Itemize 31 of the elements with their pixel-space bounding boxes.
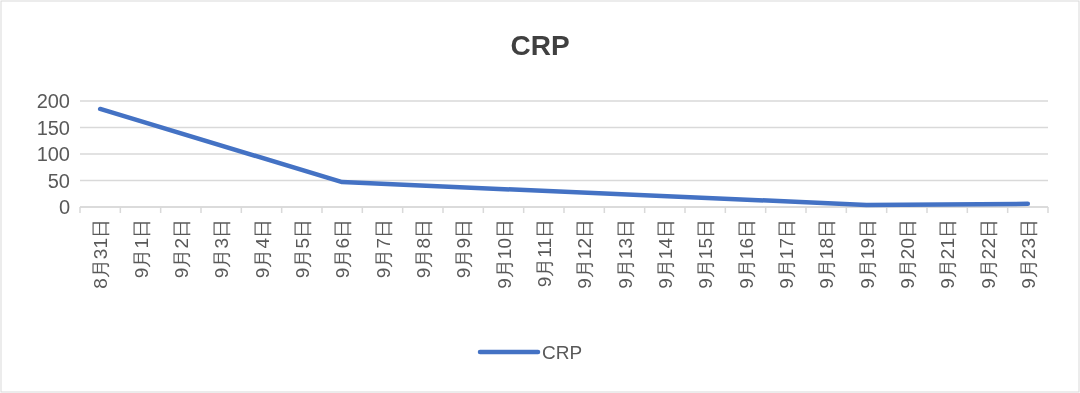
x-tick-label: 9月5日 bbox=[291, 219, 313, 279]
x-tick-label: 9月1日 bbox=[130, 219, 152, 279]
legend-label: CRP bbox=[542, 342, 583, 363]
x-tick-label: 8月31日 bbox=[90, 219, 112, 289]
x-tick-label: 9月17日 bbox=[775, 219, 797, 289]
x-tick-label: 9月13日 bbox=[614, 219, 636, 289]
x-tick-label: 9月18日 bbox=[816, 219, 838, 289]
x-tick-label: 9月16日 bbox=[735, 219, 757, 289]
y-tick-label: 150 bbox=[36, 116, 70, 139]
x-tick-label: 9月19日 bbox=[856, 219, 878, 289]
y-tick-label: 0 bbox=[58, 196, 70, 218]
y-tick-label: 100 bbox=[36, 143, 70, 165]
x-tick-label: 9月3日 bbox=[211, 219, 233, 279]
x-tick-label: 9月6日 bbox=[332, 219, 354, 279]
x-tick-label: 9月15日 bbox=[695, 219, 717, 289]
x-tick-label: 9月20日 bbox=[896, 219, 918, 289]
x-tick-label: 9月7日 bbox=[372, 219, 394, 279]
x-tick-label: 9月21日 bbox=[937, 219, 959, 289]
x-tick-label: 9月12日 bbox=[574, 219, 596, 289]
y-tick-label: 50 bbox=[47, 169, 70, 192]
x-tick-label: 9月4日 bbox=[251, 219, 273, 279]
x-tick-label: 9月8日 bbox=[412, 219, 434, 279]
x-tick-label: 9月22日 bbox=[977, 219, 999, 289]
y-tick-label: 200 bbox=[36, 90, 70, 112]
x-tick-label: 9月11日 bbox=[533, 219, 555, 288]
x-tick-label: 9月2日 bbox=[170, 219, 192, 279]
chart-title: CRP bbox=[510, 30, 570, 61]
x-tick-label: 9月9日 bbox=[453, 219, 475, 279]
x-tick-label: 9月14日 bbox=[654, 219, 676, 289]
x-tick-label: 9月10日 bbox=[493, 219, 515, 289]
x-tick-label: 9月23日 bbox=[1017, 219, 1039, 289]
